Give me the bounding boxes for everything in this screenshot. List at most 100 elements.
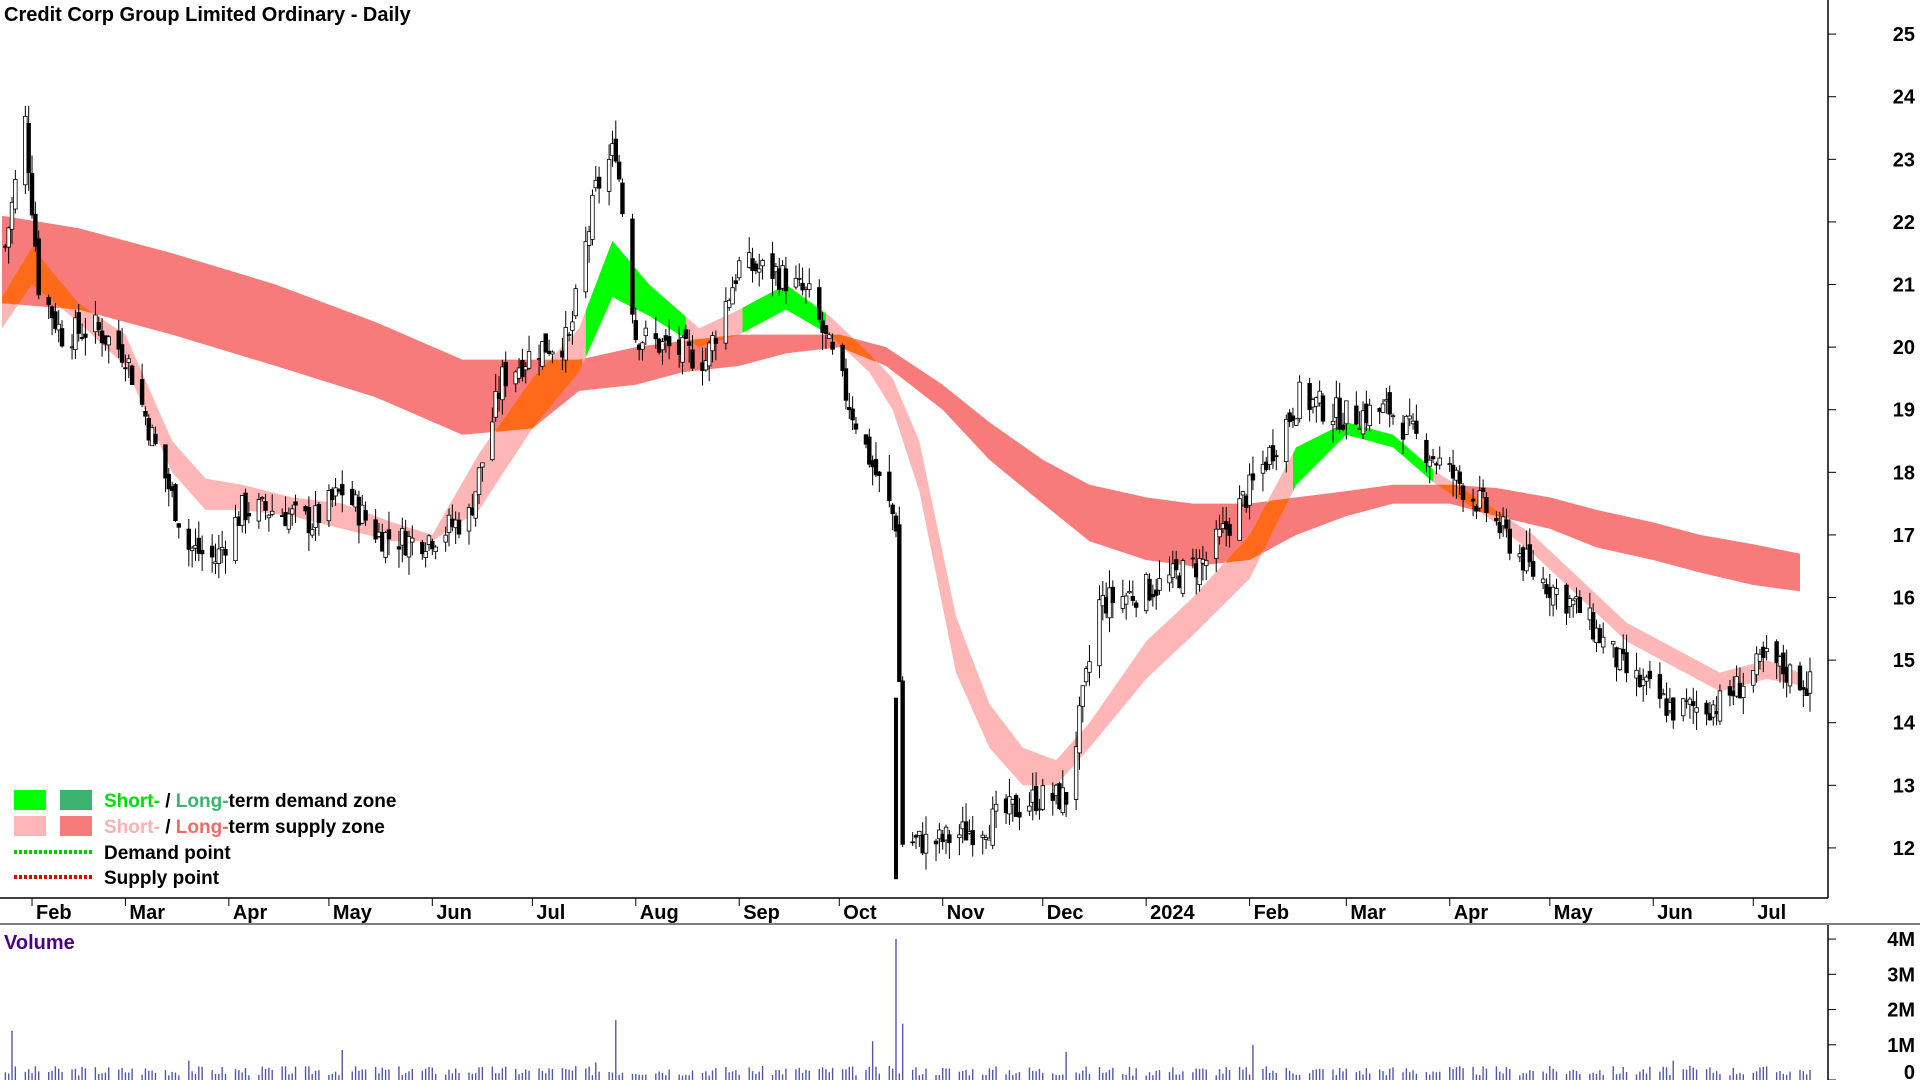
candle-body	[897, 524, 902, 683]
volume-label: Volume	[4, 932, 75, 954]
candle-body	[757, 268, 762, 273]
candle-body	[1641, 679, 1646, 686]
candle-body	[873, 458, 879, 476]
candle-body	[1497, 522, 1502, 534]
candle-body	[153, 433, 158, 444]
candle-body	[1083, 668, 1089, 683]
candle-body	[850, 408, 855, 421]
legend-long-text: Long-	[176, 817, 229, 838]
candle-body	[340, 484, 345, 496]
candle-body	[1480, 487, 1486, 492]
candle-body	[853, 423, 859, 430]
candle-body	[116, 330, 121, 350]
candle-body	[119, 344, 125, 363]
candle-body	[1787, 664, 1793, 687]
candle-body	[1180, 560, 1186, 594]
candle-body	[1197, 557, 1202, 586]
candle-body	[1097, 599, 1102, 667]
time-tick-label: Jun	[436, 902, 472, 924]
candle-body	[1530, 560, 1536, 577]
candle-body	[1127, 591, 1132, 594]
time-tick-label: Oct	[843, 902, 877, 924]
mixed-zone-band	[829, 334, 876, 362]
candle-body	[1130, 596, 1136, 601]
candle-body	[243, 492, 248, 521]
candle-body	[1447, 463, 1452, 466]
candle-body	[1644, 676, 1649, 682]
candle-body	[46, 297, 51, 305]
price-tick-label: 23	[1893, 149, 1915, 171]
volume-tick-label: 3M	[1887, 964, 1915, 986]
price-tick-label: 25	[1893, 24, 1915, 46]
candle-body	[683, 329, 689, 339]
candle-body	[1050, 792, 1055, 801]
candle-body	[827, 334, 832, 339]
candle-body	[1424, 439, 1429, 464]
legend-point-label: Supply point	[104, 868, 220, 889]
candle-body	[1624, 652, 1629, 674]
candle-body	[1007, 796, 1012, 815]
time-tick-label: Mar	[1350, 902, 1386, 924]
candle-body	[543, 333, 548, 353]
candle-body	[1801, 687, 1806, 690]
candle-body	[1173, 559, 1179, 571]
candle-body	[887, 471, 892, 502]
legend-swatch-short	[14, 816, 46, 836]
candle-body	[1380, 403, 1386, 413]
candle-body	[823, 325, 829, 334]
candle-body	[139, 379, 145, 405]
candle-body	[1407, 415, 1412, 420]
volume-tick-label: 1M	[1887, 1035, 1915, 1057]
time-tick-label: May	[1554, 902, 1594, 924]
candle-body	[1504, 519, 1509, 529]
candle-body	[1274, 455, 1279, 458]
candle-body	[1774, 641, 1779, 664]
candle-body	[1264, 461, 1269, 470]
candle-body	[1217, 528, 1222, 538]
candle-body	[96, 322, 101, 330]
price-tick-label: 17	[1893, 525, 1915, 547]
candle-body	[640, 342, 645, 350]
candle-body	[326, 490, 332, 522]
candle-body	[1647, 670, 1653, 680]
candle-body	[1387, 392, 1392, 415]
candle-body	[1204, 560, 1209, 566]
candle-body	[259, 497, 265, 499]
candle-body	[590, 194, 595, 240]
candle-body	[980, 834, 985, 838]
price-tick-label: 22	[1893, 212, 1915, 234]
candle-body	[1017, 811, 1022, 818]
candle-body	[176, 523, 181, 528]
candle-body	[933, 840, 939, 845]
candle-body	[900, 680, 905, 845]
legend-short-text: Short-	[104, 791, 160, 812]
candle-body	[186, 528, 192, 550]
candle-body	[473, 491, 478, 519]
candle-body	[1270, 445, 1276, 462]
candle-body	[1474, 505, 1479, 512]
candle-body	[1704, 702, 1709, 715]
legend-sep-text: /	[160, 817, 176, 838]
candle-body	[1250, 473, 1256, 481]
candle-body	[1247, 474, 1252, 506]
candle-body	[1073, 746, 1079, 800]
candle-body	[1477, 490, 1482, 509]
candle-body	[333, 487, 338, 497]
price-tick-label: 16	[1893, 588, 1915, 610]
candle-body	[1797, 665, 1803, 691]
candle-body	[1460, 485, 1466, 500]
candle-body	[686, 341, 692, 346]
price-tick-label: 18	[1893, 462, 1915, 484]
candle-body	[363, 510, 368, 521]
candle-body	[256, 499, 262, 522]
candle-body	[1554, 588, 1559, 595]
candle-body	[216, 548, 222, 564]
candle-body	[209, 545, 215, 558]
candle-body	[293, 501, 298, 506]
candle-body	[1761, 646, 1766, 659]
time-tick-label: Sep	[743, 902, 780, 924]
candle-body	[476, 467, 482, 496]
candle-body	[13, 179, 18, 210]
legend-sep-text: /	[160, 791, 176, 812]
candle-body	[1087, 661, 1092, 673]
